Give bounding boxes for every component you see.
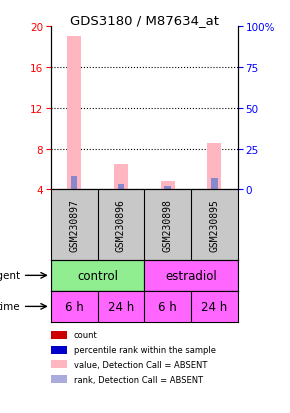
Text: 24 h: 24 h bbox=[108, 300, 134, 313]
Text: value, Detection Call = ABSENT: value, Detection Call = ABSENT bbox=[74, 360, 207, 369]
Text: GSM230897: GSM230897 bbox=[69, 199, 79, 252]
Bar bbox=[67, 37, 81, 190]
Text: time: time bbox=[0, 301, 20, 312]
Text: rank, Detection Call = ABSENT: rank, Detection Call = ABSENT bbox=[74, 375, 203, 384]
Text: GDS3180 / M87634_at: GDS3180 / M87634_at bbox=[70, 14, 220, 27]
Bar bbox=[164, 187, 171, 190]
Text: control: control bbox=[77, 269, 118, 282]
Text: GSM230895: GSM230895 bbox=[209, 199, 220, 252]
Bar bbox=[161, 182, 175, 190]
Bar bbox=[118, 185, 124, 190]
Bar bbox=[144, 260, 238, 291]
Bar bbox=[114, 164, 128, 190]
Text: GSM230896: GSM230896 bbox=[116, 199, 126, 252]
Text: estradiol: estradiol bbox=[165, 269, 217, 282]
Text: 24 h: 24 h bbox=[201, 300, 228, 313]
Text: 6 h: 6 h bbox=[158, 300, 177, 313]
Text: count: count bbox=[74, 330, 98, 339]
Bar bbox=[207, 144, 222, 190]
Text: 6 h: 6 h bbox=[65, 300, 84, 313]
Text: agent: agent bbox=[0, 271, 20, 281]
Text: GSM230898: GSM230898 bbox=[163, 199, 173, 252]
Bar bbox=[211, 179, 218, 190]
Bar bbox=[71, 177, 77, 190]
Bar bbox=[51, 260, 144, 291]
Text: percentile rank within the sample: percentile rank within the sample bbox=[74, 345, 216, 354]
